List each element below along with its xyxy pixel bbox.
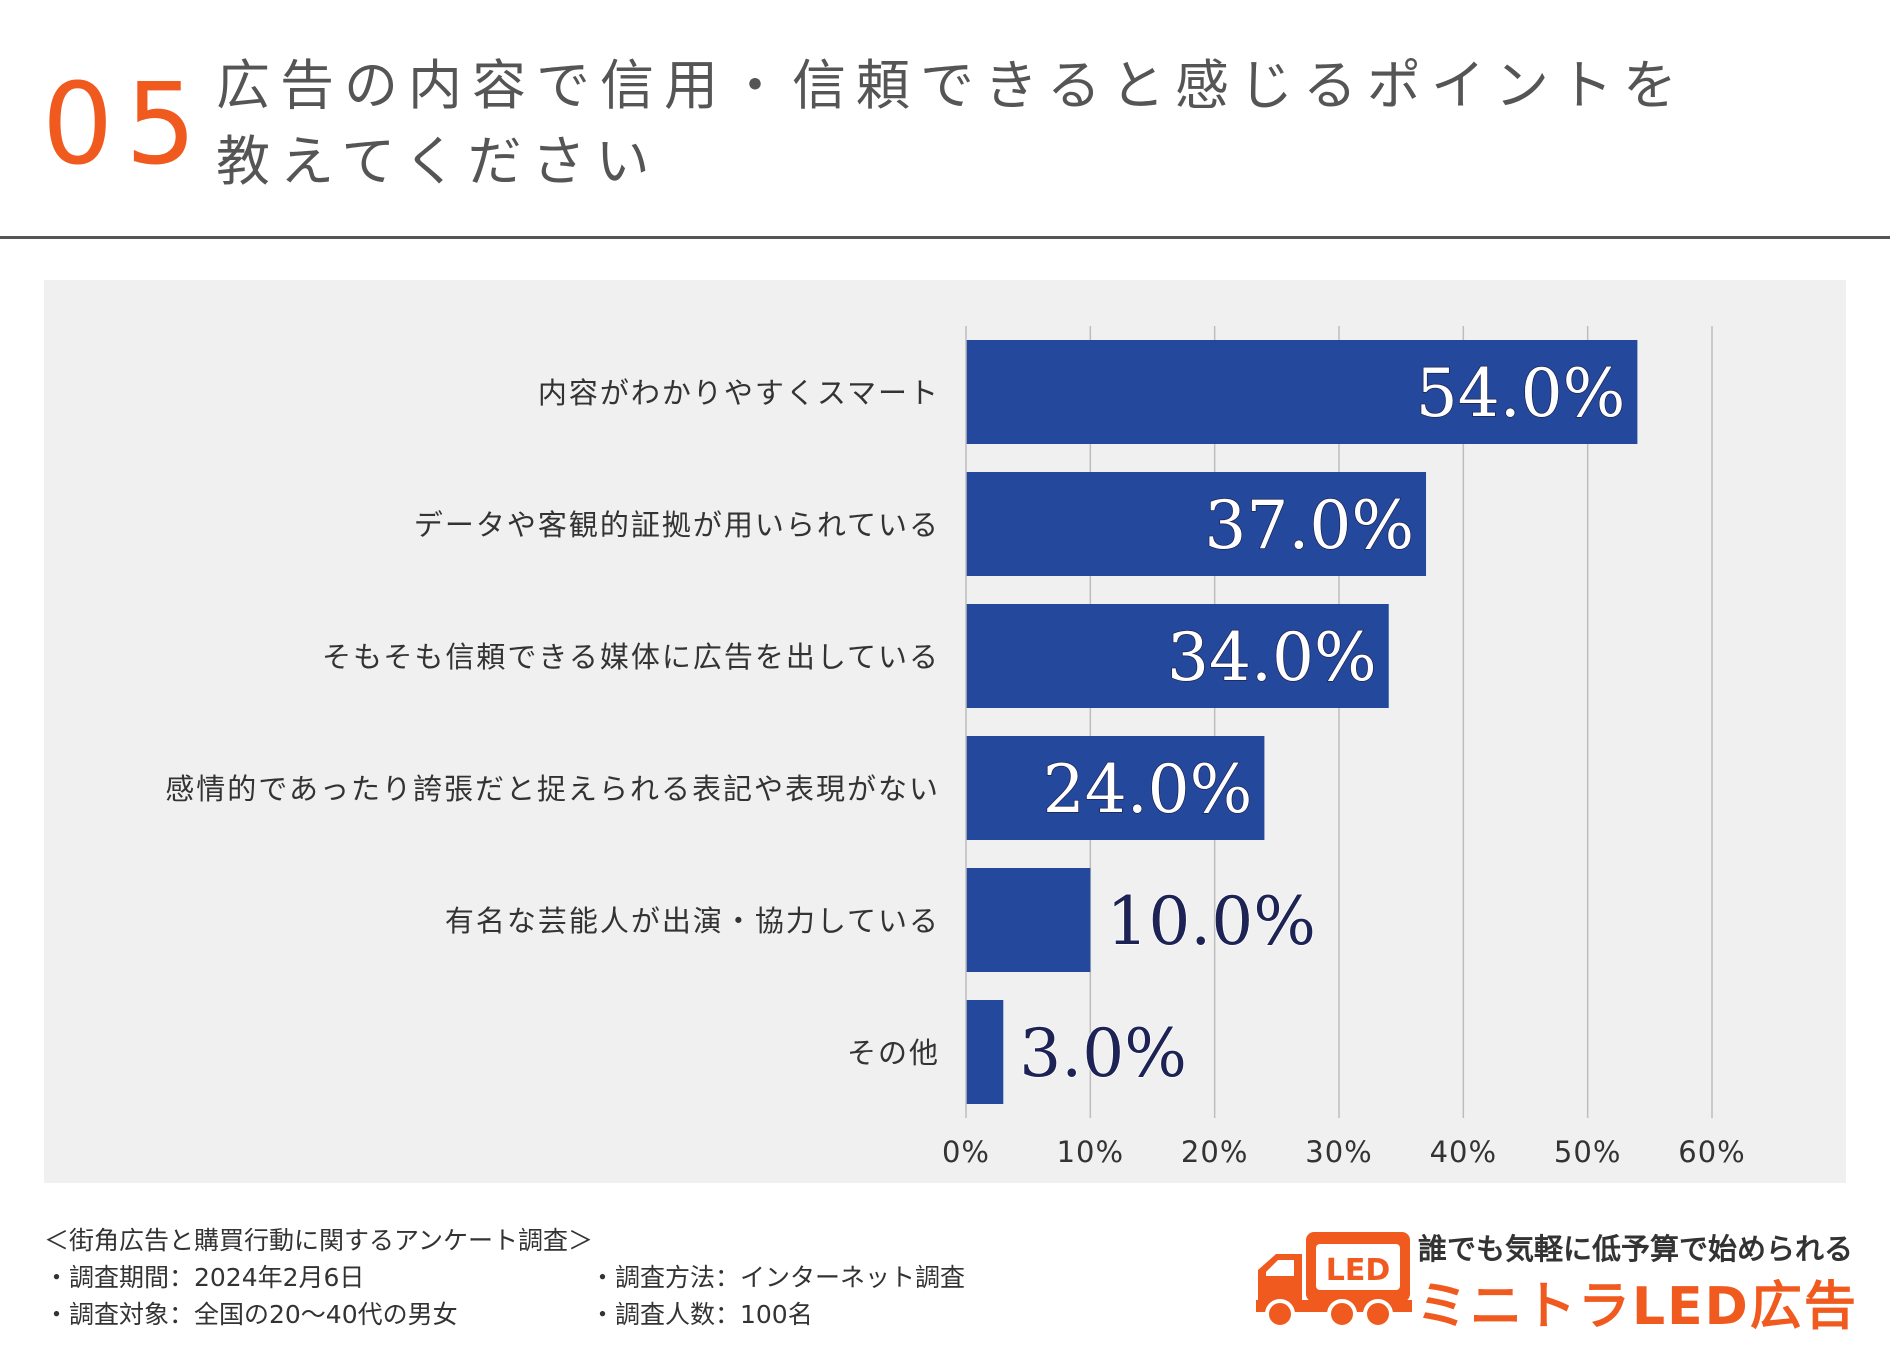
bar (966, 1000, 1004, 1104)
survey-info: ＜街角広告と購買行動に関するアンケート調査＞ ・調査期間：2024年2月6日 ・… (44, 1222, 965, 1333)
x-tick-label: 0% (942, 1135, 990, 1169)
survey-target: ・調査対象：全国の20〜40代の男女 (44, 1300, 458, 1329)
bar (966, 736, 1265, 840)
bar (966, 604, 1389, 708)
x-tick-label: 50% (1554, 1135, 1621, 1169)
x-tick-label: 30% (1305, 1135, 1372, 1169)
x-tick-label: 40% (1430, 1135, 1497, 1169)
value-label: 37.0% (1204, 487, 1414, 564)
question-title: 広告の内容で信用・信頼できると感じるポイントを教えてください (216, 54, 1687, 193)
survey-method: ・調査方法：インターネット調査 (590, 1263, 966, 1292)
bar (966, 340, 1638, 444)
survey-period: ・調査期間：2024年2月6日 (44, 1263, 365, 1292)
chart-panel: 0% 10% 20% 30% 40% 50% 60% 内容がわかりやすくスマート 54.0% デー… (44, 280, 1846, 1183)
category-label: その他 (847, 1036, 940, 1070)
brand-tagline: 誰でも気軽に低予算で始められる (1418, 1232, 1854, 1266)
survey-count: ・調査人数：100名 (590, 1300, 813, 1329)
value-label: 34.0% (1167, 619, 1377, 696)
category-label: 有名な芸能人が出演・協力している (445, 904, 940, 938)
category-label: データや客観的証拠が用いられている (414, 508, 940, 542)
bar (966, 472, 1427, 576)
bar-chart: 0% 10% 20% 30% 40% 50% 60% 内容がわかりやすくスマート 54.0% デー… (165, 326, 1745, 1169)
x-tick-label: 60% (1678, 1135, 1745, 1169)
brand-logo: LED 誰でも気軽に低予算で始められる ミニトラLED広告 (1254, 1226, 1856, 1337)
survey-title: ＜街角広告と購買行動に関するアンケート調査＞ (44, 1226, 594, 1255)
question-number: 05 (42, 60, 209, 190)
value-label: 24.0% (1043, 751, 1253, 828)
logo-led-text: LED (1326, 1253, 1391, 1288)
x-tick-label: 20% (1181, 1135, 1248, 1169)
value-label: 10.0% (1106, 883, 1316, 960)
x-tick-label: 10% (1057, 1135, 1124, 1169)
truck-icon: LED (1256, 1232, 1412, 1329)
category-label: そもそも信頼できる媒体に広告を出している (322, 640, 940, 674)
value-label: 54.0% (1416, 355, 1626, 432)
brand-name: ミニトラLED広告 (1416, 1277, 1858, 1337)
header-divider (0, 236, 1890, 239)
category-label: 感情的であったり誇張だと捉えられる表記や表現がない (165, 772, 940, 806)
category-label: 内容がわかりやすくスマート (538, 376, 940, 410)
bar (966, 868, 1091, 972)
value-label: 3.0% (1019, 1015, 1187, 1092)
